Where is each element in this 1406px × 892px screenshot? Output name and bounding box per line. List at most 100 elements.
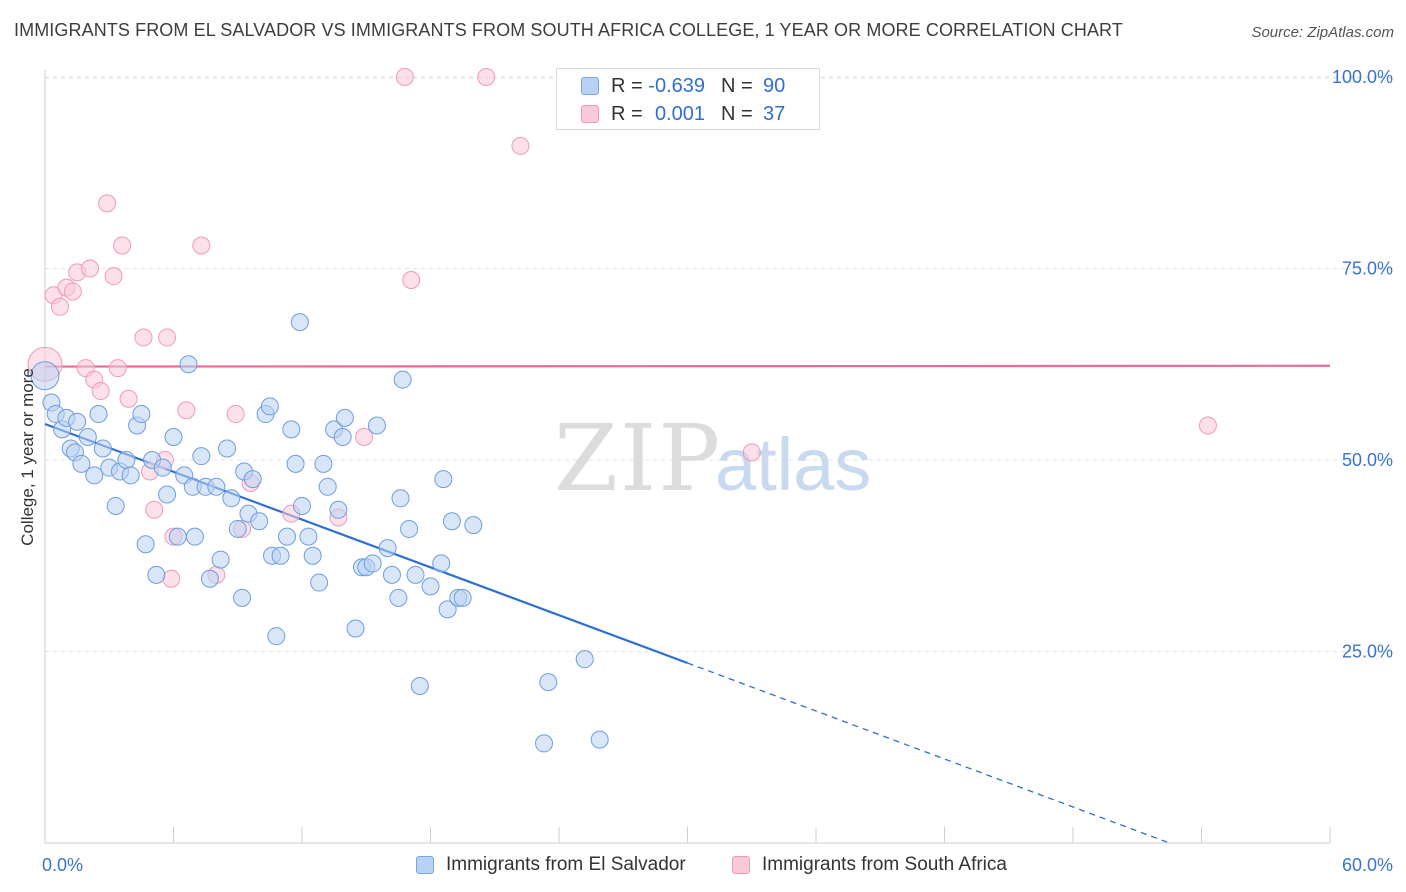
n-label: N = [721,102,753,125]
data-point-el-salvador [233,588,252,607]
data-point-el-salvador [290,313,309,332]
watermark: ZIP atlas [554,405,871,512]
data-point-south-africa [91,382,110,401]
data-point-south-africa [402,270,421,289]
data-point-el-salvador [535,734,554,753]
data-point-el-salvador [314,454,333,473]
data-point-south-africa [355,428,374,447]
data-point-el-salvador [267,627,286,646]
x-tick-label-min: 0.0% [42,855,83,875]
data-point-el-salvador [179,355,198,374]
data-point-el-salvador [299,527,318,546]
data-point-el-salvador [438,600,457,619]
data-point-el-salvador [303,546,322,565]
pink-swatch [732,856,750,874]
blue-swatch [416,856,434,874]
data-point-el-salvador [68,412,87,431]
legend-item-south-africa: Immigrants from South Africa [732,851,1007,879]
r-value: 0.001 [654,102,705,125]
data-point-el-salvador [78,428,97,447]
legend-item-el-salvador: Immigrants from El Salvador [416,851,686,879]
grid-lines [45,76,1392,652]
data-point-south-africa [511,136,530,155]
stats-legend: R = -0.639 N = 90 R = 0.001 N = 37 [556,68,820,130]
data-point-south-africa [192,236,211,255]
data-point-el-salvador [260,397,279,416]
data-point-el-salvador [72,454,91,473]
x-tick-label-max: 60.0% [1342,855,1393,875]
chart-title: IMMIGRANTS FROM EL SALVADOR VS IMMIGRANT… [14,20,1123,40]
r-value: -0.639 [648,74,705,97]
data-point-el-salvador [406,565,425,584]
axes [44,70,1331,844]
data-point-south-africa [177,401,196,420]
data-point-south-africa [98,194,117,213]
data-point-south-africa [162,569,181,588]
data-point-el-salvador [200,569,219,588]
data-point-el-salvador [85,466,104,485]
data-point-el-salvador [393,370,412,389]
data-point-el-salvador [575,650,594,669]
n-label: N = [721,74,753,97]
y-tick-label: 100.0% [1332,67,1393,87]
data-point-el-salvador [391,489,410,508]
data-point-south-africa [80,259,99,278]
data-point-el-salvador [222,489,241,508]
data-point-south-africa [50,297,69,316]
legend-row-south-africa: R = 0.001 N = 37 [581,100,785,128]
data-point-el-salvador [421,577,440,596]
data-point-el-salvador [590,730,609,749]
pink-swatch [581,105,599,123]
data-point-south-africa [108,359,127,378]
data-point-el-salvador [207,477,226,496]
data-point-el-salvador [89,405,108,424]
bottom-legend: Immigrants from El Salvador Immigrants f… [0,851,1406,879]
n-value: 90 [763,74,786,97]
data-point-el-salvador [464,516,483,535]
data-point-south-africa [158,328,177,347]
y-axis-label: College, 1 year or more [18,368,37,546]
tick-labels: 25.0% 50.0% 75.0% 100.0% 0.0% 60.0% [42,67,1393,875]
data-point-el-salvador [271,546,290,565]
data-point-el-salvador [389,588,408,607]
legend-label: Immigrants from South Africa [762,854,1007,875]
data-point-el-salvador [400,519,419,538]
data-point-south-africa [742,443,761,462]
data-point-el-salvador [318,477,337,496]
data-point-el-salvador [293,496,311,515]
data-point-south-africa [145,500,164,519]
data-point-el-salvador [136,535,155,554]
data-point-south-africa [1198,416,1217,435]
data-point-el-salvador [211,550,230,569]
data-point-el-salvador [335,408,354,427]
data-point-el-salvador [147,565,166,584]
data-point-el-salvador [363,554,382,573]
data-point-el-salvador [367,416,386,435]
data-point-el-salvador [282,420,301,439]
data-point-south-africa [134,328,153,347]
data-point-south-africa [113,236,132,255]
watermark-zip: ZIP [554,405,722,512]
data-point-el-salvador [121,466,140,485]
data-point-el-salvador [228,519,247,538]
data-point-el-salvador [192,447,211,466]
source-label: Source: ZipAtlas.com [1251,24,1394,41]
data-point-el-salvador [378,539,397,558]
n-value: 37 [763,102,786,125]
data-point-el-salvador [286,454,305,473]
y-tick-label: 50.0% [1342,450,1393,470]
data-point-el-salvador [30,361,60,391]
trend-line-south-africa [44,364,1331,368]
data-point-el-salvador [93,439,112,458]
trend-line-el-salvador-extension [687,662,1170,844]
r-label: R = [611,74,643,97]
data-point-el-salvador [153,458,172,477]
data-point-el-salvador [453,588,472,607]
data-point-el-salvador [432,554,451,573]
data-point-el-salvador [106,496,125,515]
legend-row-el-salvador: R = -0.639 N = 90 [581,72,785,100]
data-point-el-salvador [333,428,352,447]
data-point-el-salvador [442,512,461,531]
data-point-south-africa [119,389,138,408]
data-point-el-salvador [410,676,429,695]
